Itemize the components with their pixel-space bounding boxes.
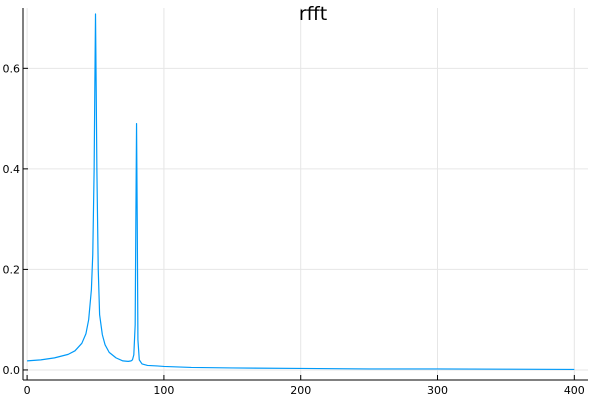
x-tick-label: 400 (564, 384, 585, 397)
y-tick-label: 0.0 (3, 364, 21, 377)
y-tick-label: 0.2 (3, 263, 21, 276)
chart-title: rfft (299, 3, 327, 25)
axes-layer: 0 100 200 300 400 0.0 0.2 0.4 0.6 (3, 8, 588, 397)
series-layer (27, 13, 575, 371)
x-tick-label: 100 (153, 384, 174, 397)
y-tick-label: 0.4 (3, 163, 21, 176)
series-line (27, 13, 575, 371)
grid-layer (23, 8, 588, 380)
x-tick-label: 0 (24, 384, 31, 397)
x-tick-label: 200 (290, 384, 311, 397)
x-tick-label: 300 (427, 384, 448, 397)
y-tick-label: 0.6 (3, 62, 21, 75)
